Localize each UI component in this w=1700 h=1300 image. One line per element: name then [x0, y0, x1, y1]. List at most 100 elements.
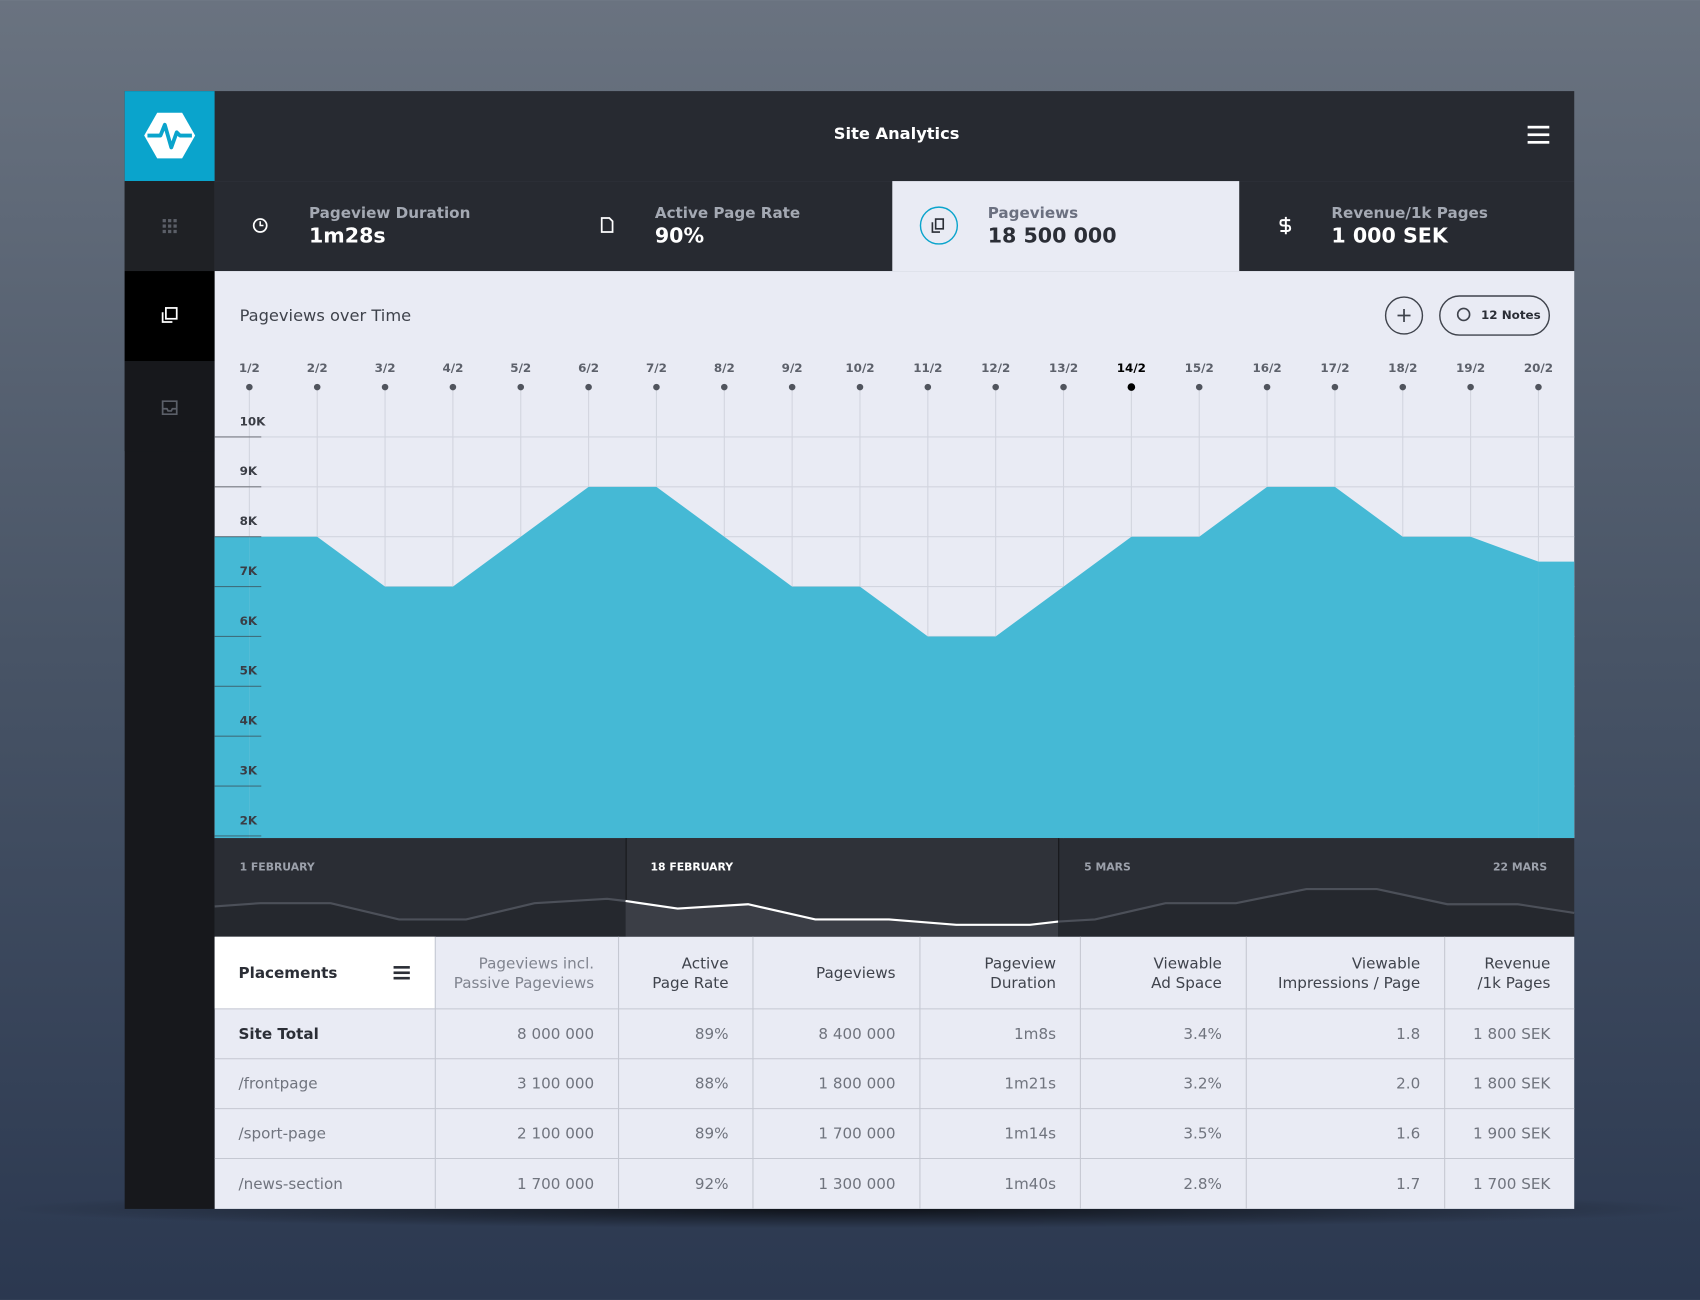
x-tick-label[interactable]: 3/2 — [375, 361, 396, 375]
x-tick-dot — [924, 383, 932, 391]
metric-value: 90% — [655, 223, 704, 247]
x-tick-dot — [1060, 383, 1067, 391]
table-content: Placements Pageviews incl. Passive Pagevie… — [214, 936, 1575, 1209]
metric-value: 18 500 000 — [988, 223, 1117, 247]
pages-icon — [931, 218, 945, 233]
column-header[interactable]: Placements — [239, 964, 338, 982]
column-header[interactable]: Passive Pageviews — [454, 974, 594, 992]
x-tick-dot — [1263, 383, 1271, 391]
x-tick-label[interactable]: 19/2 — [1456, 361, 1485, 375]
column-header[interactable]: Ad Space — [1151, 974, 1222, 992]
cell: 1m8s — [1014, 1025, 1056, 1043]
grid-icon — [162, 219, 177, 234]
x-tick-label[interactable]: 1/2 — [239, 361, 260, 375]
x-tick-label[interactable]: 18/2 — [1388, 361, 1417, 375]
x-tick-label[interactable]: 6/2 — [578, 361, 599, 375]
metric-icon-ring — [919, 206, 959, 245]
cell: 1 300 000 — [818, 1175, 895, 1193]
metric-value: 1 000 SEK — [1331, 223, 1448, 247]
timeline-line — [214, 897, 626, 921]
column-header[interactable]: Viewable — [1153, 954, 1221, 972]
cell: 3 100 000 — [517, 1075, 594, 1093]
x-tick-label[interactable]: 17/2 — [1320, 361, 1349, 375]
x-tick-dot — [1331, 383, 1339, 391]
cell: 2 100 000 — [517, 1125, 594, 1143]
x-tick-label[interactable]: 10/2 — [845, 361, 874, 375]
x-tick-label[interactable]: 15/2 — [1185, 361, 1214, 375]
area-edge — [1538, 561, 1575, 839]
page-title: Site Analytics — [834, 124, 960, 143]
timeline-line-selected — [625, 899, 1059, 926]
cell: 1 800 000 — [818, 1075, 895, 1093]
x-tick-label[interactable]: 11/2 — [913, 361, 942, 375]
y-tick-label: 3K — [240, 763, 258, 777]
column-header[interactable]: Revenue — [1484, 954, 1550, 972]
cell: 3.2% — [1183, 1075, 1222, 1093]
cell: 2.8% — [1183, 1175, 1222, 1193]
inbox-icon — [161, 400, 178, 416]
x-tick-label[interactable]: 4/2 — [442, 361, 463, 375]
cell: 1 800 SEK — [1473, 1025, 1551, 1043]
metric-label: Pageviews — [988, 204, 1078, 222]
notes-button[interactable]: 12 Notes — [1439, 295, 1551, 336]
x-tick-dot — [856, 383, 864, 391]
cell: 8 400 000 — [818, 1025, 895, 1043]
x-tick-dot — [517, 383, 525, 391]
cell: 88% — [695, 1075, 729, 1093]
y-tick-label: 5K — [240, 664, 258, 678]
cell: 89% — [695, 1025, 729, 1043]
column-header[interactable]: Viewable — [1352, 954, 1420, 972]
notes-label: 12 Notes — [1481, 308, 1541, 322]
y-tick-label: 8K — [240, 514, 258, 528]
x-tick-label[interactable]: 2/2 — [307, 361, 328, 375]
x-tick-label[interactable]: 5/2 — [510, 361, 531, 375]
metric-value: 1m28s — [309, 223, 386, 247]
column-header[interactable]: Page Rate — [652, 974, 728, 992]
column-header[interactable]: Impressions / Page — [1278, 974, 1420, 992]
logo-pulse — [147, 122, 192, 150]
x-tick-dot — [992, 383, 999, 391]
x-tick-label[interactable]: 7/2 — [646, 361, 667, 375]
cell: 1 700 SEK — [1473, 1175, 1551, 1193]
cell: 1m21s — [1004, 1075, 1056, 1093]
y-tick-label: 6K — [240, 614, 258, 628]
column-header[interactable]: /1k Pages — [1477, 974, 1550, 992]
cell: 1.6 — [1396, 1125, 1420, 1143]
x-tick-label[interactable]: 13/2 — [1049, 361, 1078, 375]
cell: 1m14s — [1004, 1125, 1056, 1143]
x-tick-label[interactable]: 20/2 — [1524, 361, 1553, 375]
column-header[interactable]: Pageview — [984, 954, 1056, 972]
x-tick-dot — [246, 383, 253, 391]
timeline-area — [214, 898, 626, 937]
x-tick-label[interactable]: 9/2 — [782, 361, 803, 375]
x-tick-label[interactable]: 12/2 — [981, 361, 1010, 375]
area-edge — [214, 536, 250, 839]
column-header[interactable]: Pageviews incl. — [479, 954, 594, 972]
metric-tab-active[interactable] — [892, 181, 1240, 272]
timeline-area-selected — [625, 900, 1059, 937]
add-button[interactable] — [1384, 296, 1424, 335]
x-tick-label[interactable]: 16/2 — [1252, 361, 1281, 375]
timeline-label: 18 FEBRUARY — [651, 860, 734, 873]
x-tick-dot — [788, 383, 796, 391]
cell: 89% — [695, 1125, 729, 1143]
x-tick-dot — [653, 383, 660, 391]
metric-label: Revenue/1k Pages — [1331, 204, 1487, 222]
nav-pages[interactable] — [124, 271, 215, 362]
x-tick-label[interactable]: 14/2 — [1117, 361, 1146, 375]
nav-inbox[interactable] — [124, 361, 215, 452]
clock-icon — [252, 218, 268, 233]
x-tick-label[interactable]: 8/2 — [714, 361, 735, 375]
header-bar — [214, 91, 1575, 182]
cell: 2.0 — [1396, 1075, 1420, 1093]
column-header[interactable]: Duration — [990, 974, 1056, 992]
x-tick-dot — [1399, 383, 1407, 391]
clock-hand — [259, 221, 264, 227]
menu-button[interactable] — [1527, 125, 1550, 144]
column-header[interactable]: Pageviews — [816, 964, 896, 982]
column-header[interactable]: Active — [682, 954, 729, 972]
placements-menu[interactable] — [393, 966, 410, 980]
